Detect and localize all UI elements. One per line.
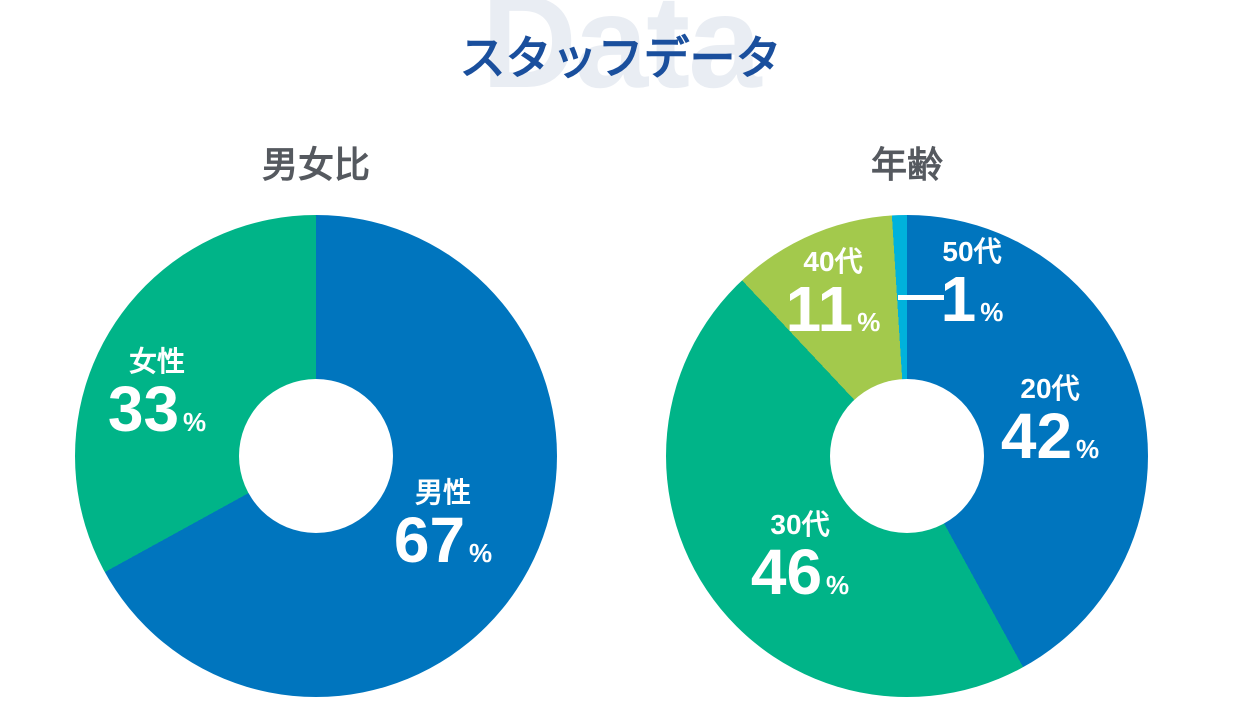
- percent-sign: %: [469, 538, 493, 568]
- slice-label-50s: 50代 1%: [902, 236, 1042, 348]
- age-chart-title: 年齢: [870, 144, 943, 185]
- slice-label-female: 女性 33%: [87, 346, 227, 458]
- watermark-text: Data: [481, 0, 761, 115]
- slice-value: 46: [750, 536, 823, 608]
- slice-label-20s: 20代 42%: [980, 373, 1120, 485]
- slice-label-30s: 30代 46%: [730, 509, 870, 621]
- gender-chart-title: 男女比: [261, 144, 370, 185]
- percent-sign: %: [1076, 434, 1100, 464]
- slice-name: 30代: [770, 509, 830, 540]
- slice-value-row: 46%: [730, 540, 870, 621]
- percent-sign: %: [183, 407, 207, 437]
- slice-name: 男性: [414, 477, 471, 508]
- percent-sign: %: [980, 297, 1004, 327]
- slice-value-row: 1%: [902, 267, 1042, 348]
- slice-value-row: 67%: [373, 508, 513, 589]
- slice-value: 67: [393, 504, 466, 576]
- slice-name: 40代: [803, 246, 863, 277]
- slice-value: 33: [107, 373, 180, 445]
- age-donut: 40代 11% 50代 1% 20代 42% 30代 46%: [666, 215, 1148, 697]
- age-chart: 年齢 40代 11% 50代 1% 20代 42% 30代 46%: [666, 140, 1148, 697]
- slice-value: 1: [940, 263, 977, 335]
- slice-value-row: 11%: [763, 277, 903, 358]
- slice-value: 42: [1000, 400, 1073, 472]
- page-title: スタッフデータ: [459, 32, 782, 84]
- slice-value-row: 33%: [87, 377, 227, 458]
- slice-value-row: 42%: [980, 404, 1120, 485]
- slice-name: 女性: [128, 346, 185, 377]
- slice-value: 11: [785, 273, 854, 345]
- gender-donut: 女性 33% 男性 67%: [75, 215, 557, 697]
- gender-ratio-chart: 男女比 女性 33% 男性 67%: [75, 140, 557, 697]
- slice-name: 50代: [942, 236, 1002, 267]
- age-donut-hole: [830, 379, 984, 533]
- slice-name: 20代: [1020, 373, 1080, 404]
- leader-line-50s: [898, 295, 944, 300]
- slice-label-40s: 40代 11%: [763, 246, 903, 358]
- percent-sign: %: [857, 307, 881, 337]
- slice-label-male: 男性 67%: [373, 477, 513, 589]
- percent-sign: %: [826, 570, 850, 600]
- gender-donut-hole: [239, 379, 393, 533]
